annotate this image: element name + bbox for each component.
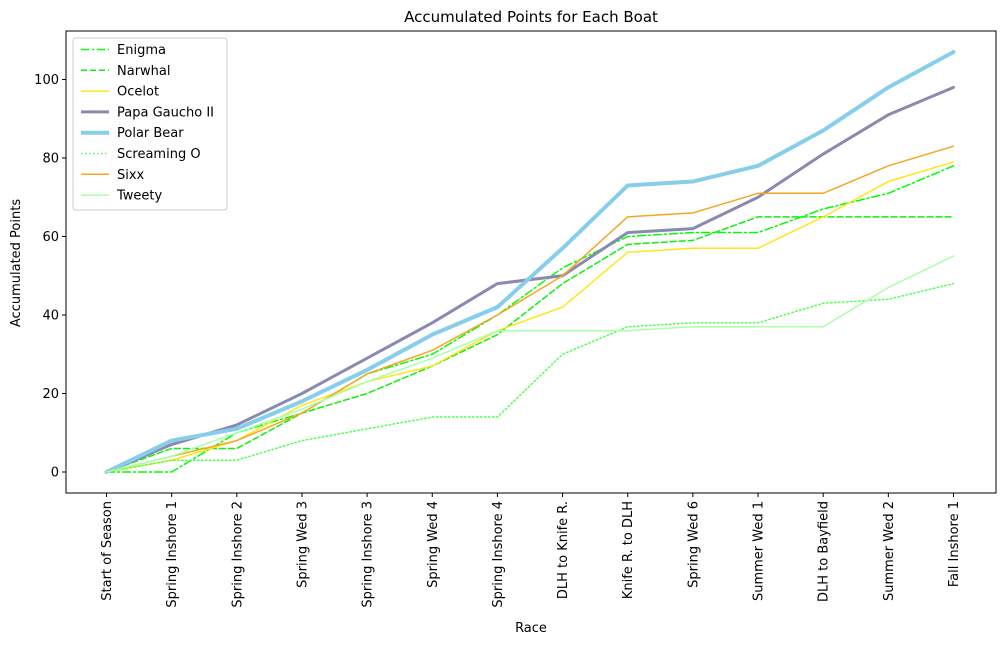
plot-frame bbox=[65, 30, 997, 494]
x-tick-label: Spring Wed 4 bbox=[426, 501, 441, 588]
legend-label: Narwhal bbox=[117, 64, 171, 79]
series-line-narwhal bbox=[105, 216, 955, 473]
series-line-sixx bbox=[105, 145, 955, 473]
series-line-tweety bbox=[105, 255, 955, 473]
x-tick-label: Spring Wed 6 bbox=[686, 501, 701, 588]
y-tick-label: 20 bbox=[42, 387, 59, 402]
x-tick-label: Spring Inshore 3 bbox=[361, 501, 376, 608]
y-axis-title: Accumulated Points bbox=[9, 199, 24, 327]
axes: 0 20 40 60 80 100 Start of Season Spring Inshor… bbox=[34, 30, 997, 608]
x-axis-title: Race bbox=[515, 621, 547, 636]
y-tick-label: 60 bbox=[42, 230, 59, 245]
chart-title: Accumulated Points for Each Boat bbox=[404, 8, 658, 26]
x-tick-label: Summer Wed 1 bbox=[752, 501, 767, 601]
x-tick-label: Spring Inshore 1 bbox=[165, 501, 180, 608]
series-line-polar-bear bbox=[104, 50, 956, 474]
x-tick-label: DLH to Knife R. bbox=[556, 501, 571, 599]
legend-label: Screaming O bbox=[117, 147, 201, 162]
y-tick-label: 80 bbox=[42, 151, 59, 166]
x-tick-label: Spring Wed 3 bbox=[295, 501, 310, 588]
y-tick-label: 0 bbox=[51, 466, 59, 481]
legend-label: Papa Gaucho II bbox=[117, 105, 214, 120]
x-tick-label: Spring Inshore 2 bbox=[230, 501, 245, 608]
x-tick-label: Start of Season bbox=[100, 501, 115, 601]
series-line-ocelot bbox=[105, 161, 955, 473]
series-line-screaming-o bbox=[105, 282, 955, 473]
legend-label: Ocelot bbox=[117, 85, 159, 100]
x-tick-label: Fall Inshore 1 bbox=[947, 501, 962, 587]
legend-label: Sixx bbox=[117, 168, 145, 183]
x-tick-label: DLH to Bayfield bbox=[817, 501, 832, 602]
legend-label: Enigma bbox=[117, 43, 166, 58]
legend-label: Tweety bbox=[116, 189, 163, 204]
plot-area bbox=[104, 50, 956, 474]
legend-label: Polar Bear bbox=[117, 126, 184, 141]
y-tick-label: 100 bbox=[34, 73, 59, 88]
x-tick-label: Summer Wed 2 bbox=[882, 501, 897, 601]
legend: Enigma Narwhal Ocelot Papa Gaucho II Polar B… bbox=[72, 37, 228, 211]
legend-box bbox=[72, 37, 228, 211]
y-tick-label: 40 bbox=[42, 308, 59, 323]
x-tick-label: Spring Inshore 4 bbox=[491, 501, 506, 608]
x-tick-label: Knife R. to DLH bbox=[621, 501, 636, 599]
